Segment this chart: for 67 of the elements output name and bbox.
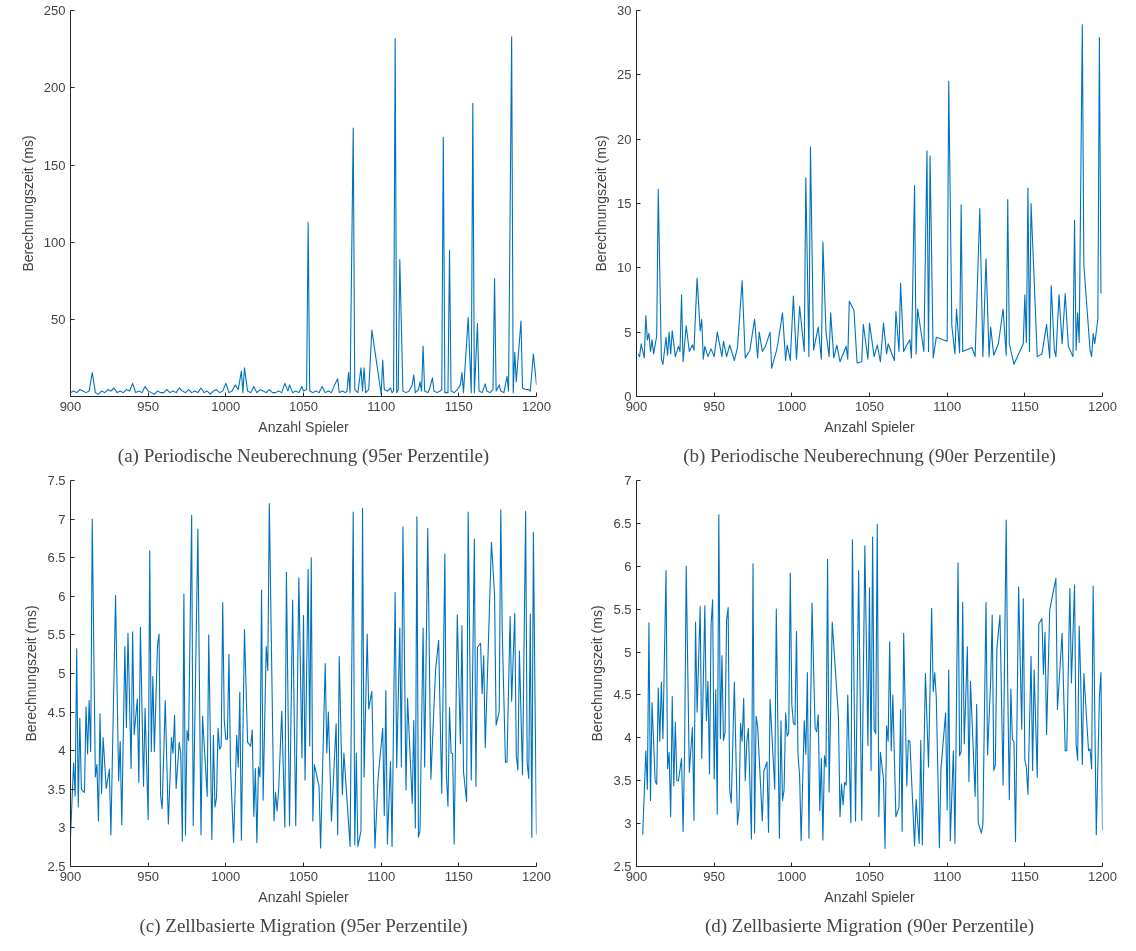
y-tick-label: 3	[58, 820, 66, 836]
y-tick-label: 25	[617, 67, 632, 83]
x-tick-label: 1150	[444, 868, 473, 884]
x-tick-label: 1200	[1088, 868, 1117, 884]
y-tick-label: 30	[617, 3, 632, 18]
y-tick-label: 15	[617, 196, 632, 211]
x-tick-label: 1100	[933, 868, 962, 884]
y-tick-label: 20	[617, 131, 632, 147]
x-axis-title: Anzahl Spieler	[824, 888, 915, 905]
y-tick-label: 4	[624, 730, 632, 746]
text: (d) Zellbasierte Migration (90er Perzentile)	[704, 914, 1035, 937]
x-tick-label: 1200	[1088, 398, 1117, 414]
y-tick-label: 5	[624, 324, 632, 340]
x-axis-title: Anzahl Spieler	[258, 418, 349, 435]
y-tick-label: 5	[58, 666, 66, 681]
y-tick-label: 4.5	[613, 687, 632, 703]
x-tick-label: 1100	[367, 398, 396, 414]
y-tick-label: 50	[51, 312, 66, 328]
x-tick-label: 950	[703, 398, 726, 414]
y-tick-label: 150	[43, 157, 66, 173]
y-tick-label: 7.5	[47, 473, 66, 488]
x-tick-label: 1150	[1010, 868, 1039, 884]
x-tick-label: 1100	[933, 398, 962, 414]
x-tick-label: 1000	[211, 398, 241, 414]
y-tick-label: 6	[624, 558, 632, 574]
x-tick-label: 900	[59, 398, 82, 414]
y-tick-label: 7	[624, 473, 632, 488]
y-tick-label: 3	[624, 816, 632, 832]
x-tick-label: 1200	[522, 398, 551, 414]
text: (b) Periodische Neuberechnung (90er Perzentile)	[683, 444, 1056, 467]
y-tick-label: 250	[43, 3, 66, 18]
x-tick-label: 1000	[211, 868, 241, 884]
x-tick-label: 950	[137, 868, 160, 884]
x-tick-label: 1150	[444, 398, 473, 414]
y-tick-label: 3.5	[613, 773, 632, 789]
y-tick-label: 3.5	[47, 781, 66, 797]
y-tick-label: 5.5	[613, 601, 632, 617]
y-axis-title: Berechnungszeit (ms)	[23, 605, 40, 742]
x-tick-label: 1050	[289, 398, 318, 414]
x-tick-label: 1050	[855, 868, 884, 884]
y-tick-label: 5.5	[47, 627, 66, 643]
x-tick-label: 1000	[777, 398, 807, 414]
y-tick-label: 4	[58, 743, 66, 759]
x-tick-label: 1050	[855, 398, 884, 414]
x-tick-label: 1100	[367, 868, 396, 884]
x-axis-title: Anzahl Spieler	[258, 888, 349, 905]
y-tick-label: 100	[43, 235, 66, 251]
y-tick-label: 200	[43, 80, 66, 96]
y-tick-label: 7	[58, 511, 66, 527]
text: (c) Zellbasierte Migration (95er Perzentile)	[139, 914, 468, 937]
y-tick-label: 5	[624, 644, 632, 660]
x-tick-label: 950	[137, 398, 160, 414]
y-tick-label: 10	[617, 260, 632, 276]
x-tick-label: 1200	[522, 868, 551, 884]
x-tick-label: 1000	[777, 868, 807, 884]
y-axis-title: Berechnungszeit (ms)	[593, 135, 610, 272]
y-tick-label: 6.5	[613, 515, 632, 531]
y-tick-label: 6.5	[47, 550, 66, 566]
x-axis-title: Anzahl Spieler	[824, 418, 915, 435]
x-tick-label: 950	[703, 868, 726, 884]
text: (a) Periodische Neuberechnung (95er Perzentile)	[117, 444, 490, 467]
x-tick-label: 1050	[289, 868, 318, 884]
y-axis-title: Berechnungszeit (ms)	[589, 605, 606, 742]
x-tick-label: 1150	[1010, 398, 1039, 414]
y-tick-label: 4.5	[47, 704, 66, 720]
y-axis-title: Berechnungszeit (ms)	[19, 135, 36, 272]
y-tick-label: 6	[58, 588, 66, 604]
